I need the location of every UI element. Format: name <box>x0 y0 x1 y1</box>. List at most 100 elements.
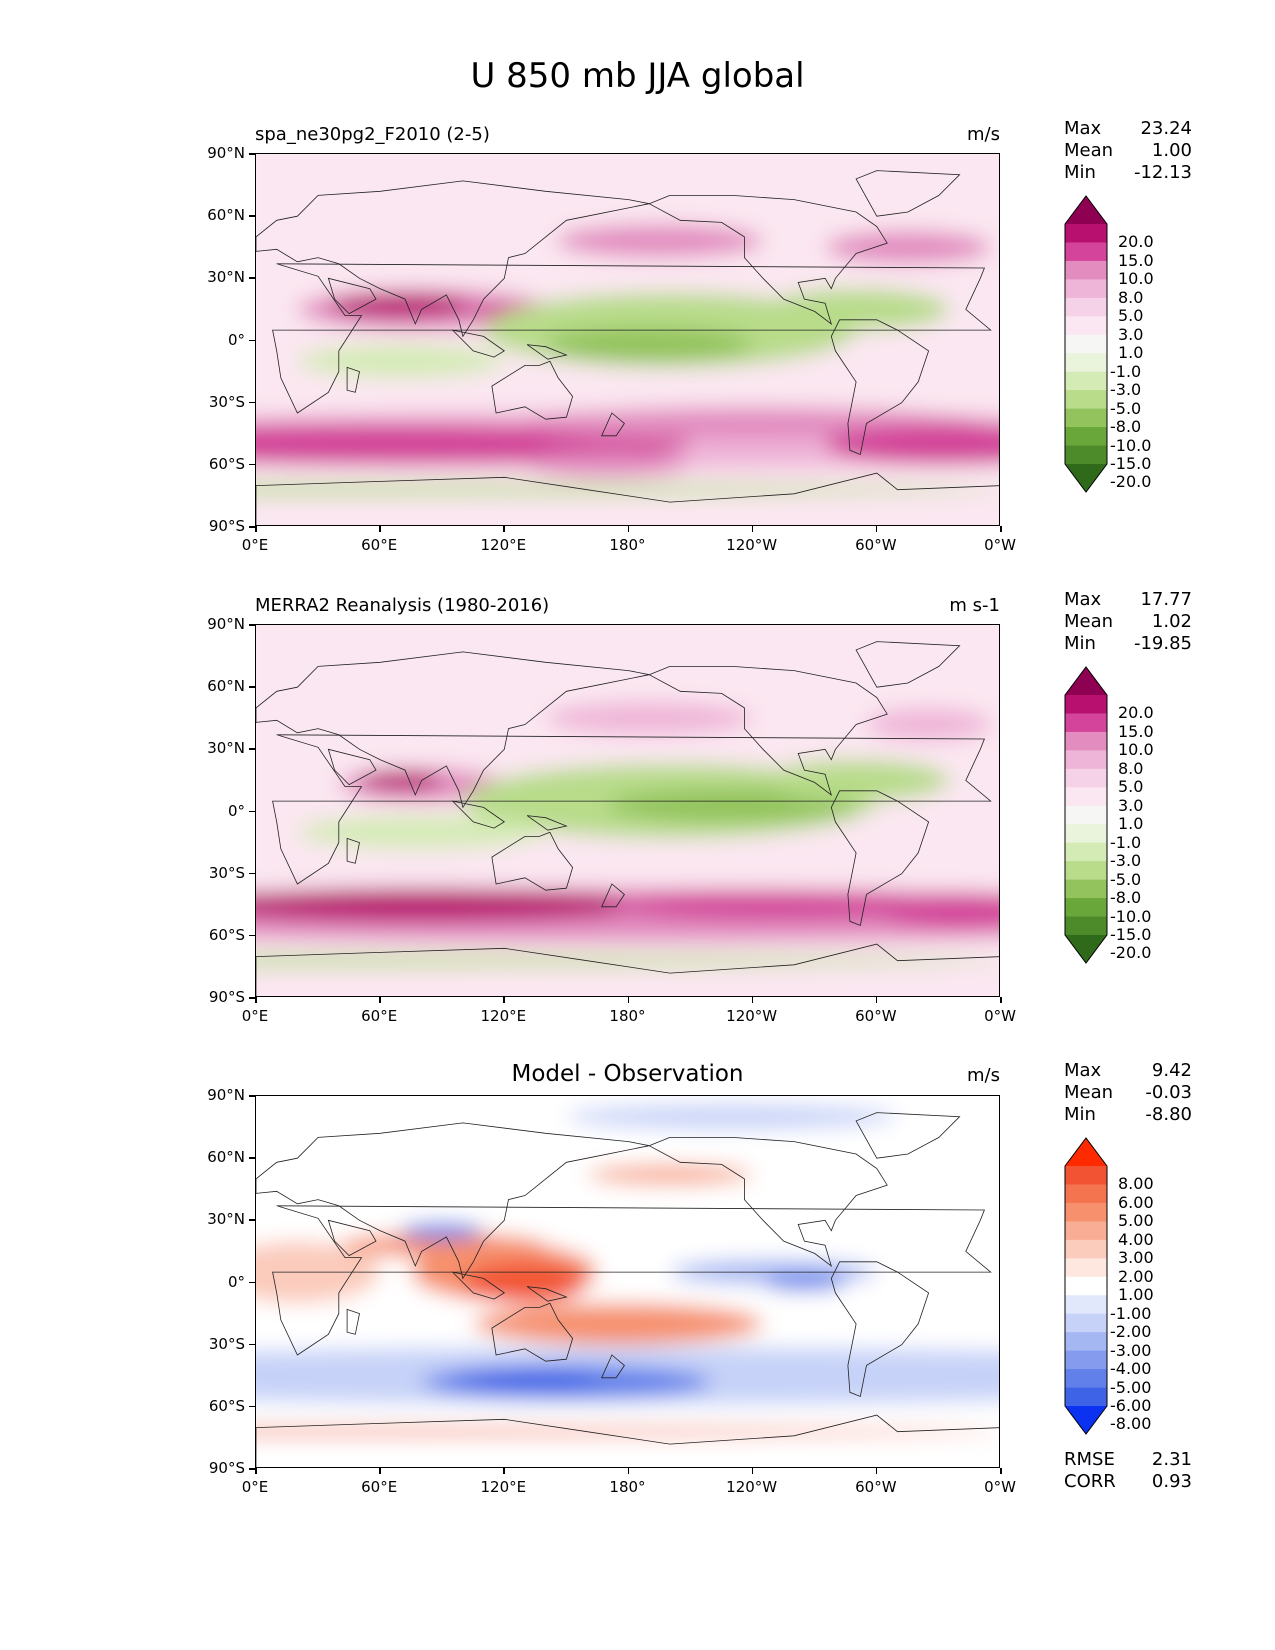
metric-row: RMSE 2.31 <box>1064 1449 1192 1471</box>
y-tick-label: 30°N <box>207 1210 245 1229</box>
colorbar-segment <box>1065 1369 1107 1388</box>
stats-box: Max 9.42 Mean -0.03 Min -8.80 <box>1064 1060 1192 1126</box>
y-tick <box>249 1343 255 1346</box>
stat-row: Min -8.80 <box>1064 1104 1192 1126</box>
y-tick-label: 90°N <box>207 615 245 633</box>
y-tick-label: 60°N <box>207 206 245 225</box>
x-tick <box>751 997 754 1003</box>
y-tick <box>249 1219 255 1221</box>
stat-value: -12.13 <box>1133 162 1192 183</box>
y-tick <box>249 934 255 937</box>
contour-region <box>876 894 999 928</box>
colorbar-outline <box>1064 666 1108 964</box>
stat-value: -19.85 <box>1133 633 1192 654</box>
metric-row: CORR 0.93 <box>1064 1471 1192 1493</box>
y-tick <box>249 526 255 528</box>
y-tick <box>249 1468 255 1470</box>
units-label: m/s <box>967 1065 1000 1086</box>
x-tick <box>1000 526 1002 532</box>
contour-region <box>607 788 857 822</box>
y-tick <box>249 748 255 750</box>
colorbar-tick-label: -8.0 <box>1110 888 1142 908</box>
contour-region <box>545 701 753 735</box>
contour-region <box>328 292 474 318</box>
stat-label: Min <box>1064 162 1096 183</box>
x-tick-label: 120°E <box>480 536 527 554</box>
x-tick-label: 120°W <box>726 536 778 554</box>
units-label: m s-1 <box>949 595 1000 616</box>
coastline <box>451 800 506 829</box>
coastline <box>526 344 568 360</box>
contour-region <box>256 888 650 922</box>
stat-row: Min -12.13 <box>1064 162 1192 184</box>
contour-field <box>256 154 999 525</box>
x-tick-label: 0°W <box>984 1007 1016 1025</box>
y-tick-label: 60°N <box>207 677 245 696</box>
colorbar-segment <box>1065 371 1107 391</box>
x-tick <box>503 997 505 1003</box>
contour-region <box>297 344 505 378</box>
colorbar-segment <box>1065 390 1107 410</box>
x-tick <box>379 997 381 1003</box>
x-tick-label: 60°W <box>855 1007 897 1025</box>
contour-region <box>763 1274 846 1291</box>
coastline <box>648 666 888 796</box>
metric-label: RMSE <box>1064 1449 1115 1470</box>
stat-value: 9.42 <box>1151 1060 1192 1081</box>
x-tick-label: 120°E <box>480 1478 527 1496</box>
y-tick <box>249 1281 255 1283</box>
contour-region <box>400 1222 484 1239</box>
x-tick-label: 60°E <box>361 536 398 554</box>
colorbar-extend-max <box>1065 196 1107 224</box>
colorbar-outline <box>1064 1137 1108 1435</box>
stat-value: -0.03 <box>1145 1082 1192 1103</box>
y-tick <box>249 1405 255 1408</box>
stat-row: Max 17.77 <box>1064 589 1192 611</box>
colorbar-tick-label: 20.0 <box>1118 703 1154 723</box>
colorbar-tick-label: 6.00 <box>1118 1192 1154 1212</box>
x-tick <box>255 997 257 1003</box>
colorbar-segment <box>1065 1221 1107 1241</box>
y-tick <box>249 810 255 812</box>
colorbar-tick-label: -5.00 <box>1110 1377 1152 1397</box>
colorbar-segment <box>1065 1239 1107 1259</box>
stat-row: Mean -0.03 <box>1064 1082 1192 1104</box>
colorbar-segment <box>1065 695 1107 714</box>
map-frame <box>255 153 1000 526</box>
colorbar-tick-label: -3.0 <box>1110 380 1142 400</box>
contour-region <box>359 770 443 791</box>
y-tick-label: 60°S <box>208 454 245 473</box>
figure-title: U 850 mb JJA global <box>470 56 805 96</box>
coastline <box>346 837 360 864</box>
coastline <box>451 329 506 358</box>
colorbar-tick-label: 5.0 <box>1118 306 1144 326</box>
contour-region <box>297 815 546 849</box>
colorbar-tick-label: -8.0 <box>1110 417 1142 437</box>
stats-box: Max 17.77 Mean 1.02 Min -19.85 <box>1064 589 1192 655</box>
colorbar <box>1064 1137 1108 1435</box>
coastline <box>451 1271 506 1300</box>
colorbar-segment <box>1065 353 1107 373</box>
coastline <box>855 1112 961 1159</box>
x-tick <box>751 1468 754 1474</box>
colorbar-tick-label: 8.0 <box>1118 287 1144 307</box>
stat-value: -8.80 <box>1145 1104 1192 1125</box>
coastline <box>491 360 574 420</box>
y-tick-label: 60°S <box>208 1396 245 1415</box>
x-tick <box>379 1468 381 1474</box>
colorbar-extend-min <box>1065 935 1107 963</box>
y-tick-label: 90°S <box>208 517 245 535</box>
x-tick <box>875 997 878 1003</box>
metrics-box: RMSE 2.31 CORR 0.93 <box>1064 1449 1192 1493</box>
coastline <box>855 641 961 688</box>
colorbar <box>1064 666 1108 964</box>
y-tick-label: 30°S <box>208 863 245 882</box>
coastline <box>327 748 377 786</box>
x-tick-label: 0°E <box>241 536 269 554</box>
x-tick-label: 60°E <box>361 1478 398 1496</box>
colorbar-tick-label: -6.00 <box>1110 1396 1152 1415</box>
x-tick-label: 180° <box>609 536 646 554</box>
colorbar-tick-label: -5.0 <box>1110 869 1142 889</box>
colorbar-tick-label: 1.0 <box>1118 814 1144 834</box>
x-tick <box>503 526 505 532</box>
